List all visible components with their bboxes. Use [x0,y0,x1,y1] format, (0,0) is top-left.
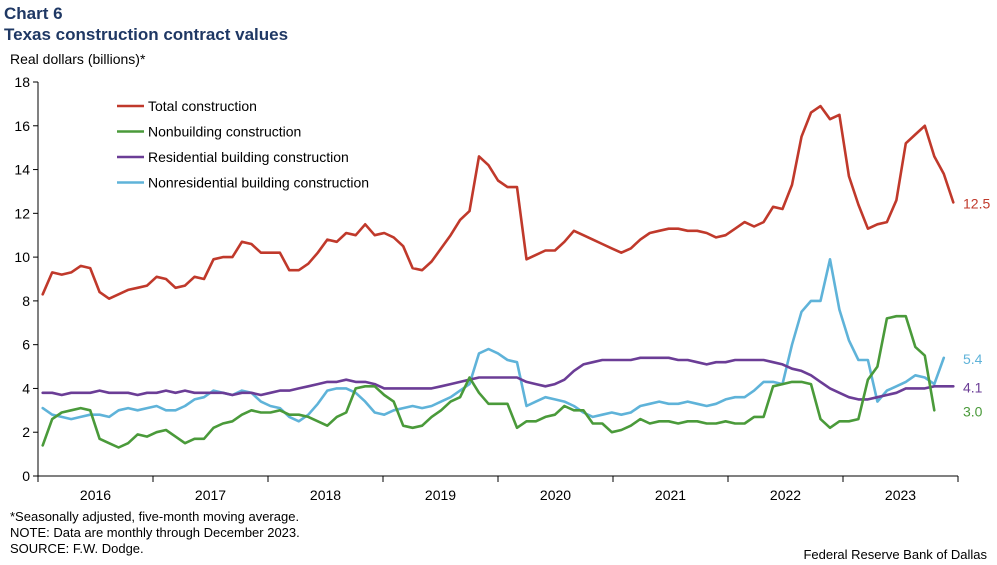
y-tick-label: 2 [22,424,30,440]
series-line-residential-building-construction [41,356,955,401]
legend-label: Nonbuilding construction [148,124,301,140]
chart-title: Texas construction contract values [4,25,289,44]
series-end-labels: 12.5 3.0 4.1 5.4 [963,195,990,419]
x-tick-label: 2018 [310,487,341,503]
y-tick-label: 18 [14,74,30,90]
series-line-nonbuilding-construction [41,314,936,449]
x-tick-label: 2023 [885,487,916,503]
footnote-data: NOTE: Data are monthly through December … [10,525,300,540]
y-tick-label: 0 [22,468,30,484]
y-axis-label: Real dollars (billions)* [10,51,146,67]
x-tick-label: 2017 [195,487,226,503]
series-line-nonresidential-building-construction [41,257,946,423]
y-tick-label: 16 [14,118,30,134]
axes: 0 2 4 6 8 10 12 14 16 18 2016 2017 2018 2019 2020 2021 2… [14,74,959,503]
legend-label: Total construction [148,98,257,114]
legend-label: Nonresidential building construction [148,175,369,191]
y-tick-label: 6 [22,337,30,353]
footnote-source: SOURCE: F.W. Dodge. [10,541,144,556]
credit: Federal Reserve Bank of Dallas [803,547,987,562]
series-lines [41,104,955,449]
x-tick-label: 2022 [770,487,801,503]
y-tick-label: 14 [14,162,30,178]
end-label-nonresidential-building-construction: 5.4 [963,351,983,367]
end-label-nonbuilding-construction: 3.0 [963,403,983,419]
x-tick-label: 2021 [655,487,686,503]
x-tick-label: 2016 [80,487,111,503]
legend: Total construction Nonbuilding constructi… [117,98,369,191]
x-tick-label: 2019 [425,487,456,503]
end-label-residential-building-construction: 4.1 [963,379,983,395]
y-tick-label: 4 [22,380,30,396]
legend-label: Residential building construction [148,149,349,165]
x-tick-label: 2020 [540,487,571,503]
chart-number: Chart 6 [4,4,63,23]
y-tick-label: 10 [14,249,30,265]
y-tick-label: 8 [22,293,30,309]
end-label-total-construction: 12.5 [963,195,990,211]
footnote-seasonal: *Seasonally adjusted, five-month moving … [10,509,300,524]
y-tick-label: 12 [14,205,30,221]
series-line-total-construction [41,104,955,301]
